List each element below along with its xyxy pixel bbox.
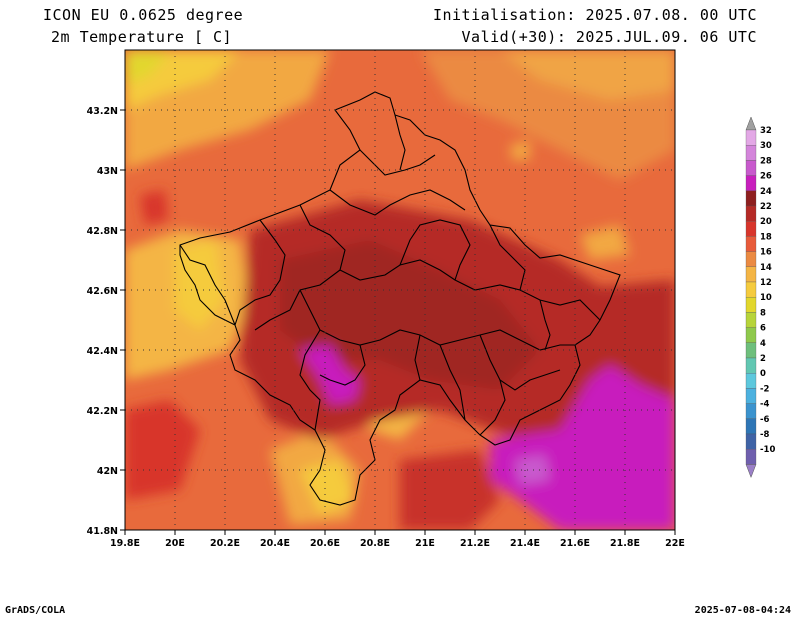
lon-tick-label: 19.8E bbox=[110, 538, 140, 549]
colorbar-label: 30 bbox=[760, 141, 772, 151]
colorbar-label: 20 bbox=[760, 217, 772, 227]
lon-tick-label: 21.8E bbox=[610, 538, 640, 549]
lat-tick-label: 43N bbox=[97, 166, 118, 177]
render-timestamp: 2025-07-08-04:24 bbox=[694, 605, 791, 616]
valid-time: Valid(+30): 2025.JUL.09. 06 UTC bbox=[461, 28, 757, 46]
colorbar-swatch bbox=[745, 221, 757, 237]
colorbar-label: 26 bbox=[760, 172, 772, 182]
colorbar-label: -8 bbox=[760, 430, 770, 440]
colorbar-label: 18 bbox=[760, 232, 772, 242]
init-time: Initialisation: 2025.07.08. 00 UTC bbox=[432, 6, 757, 24]
colorbar-swatch bbox=[745, 129, 757, 146]
colorbar-label: 14 bbox=[760, 263, 772, 273]
colorbar-swatch bbox=[745, 281, 757, 298]
colorbar-swatch bbox=[745, 403, 757, 419]
colorbar-swatch bbox=[745, 160, 757, 176]
lon-tick-label: 21.4E bbox=[510, 538, 540, 549]
colorbar-label: 8 bbox=[760, 308, 766, 318]
colorbar-label: 0 bbox=[760, 369, 766, 379]
colorbar-label: 24 bbox=[760, 187, 772, 197]
colorbar-swatch bbox=[745, 251, 757, 267]
lat-tick-label: 43.2N bbox=[87, 106, 118, 117]
colorbar-swatch bbox=[745, 175, 757, 191]
colorbar-swatch bbox=[745, 297, 757, 313]
lon-tick-label: 20.8E bbox=[360, 538, 390, 549]
temperature-field bbox=[125, 50, 675, 530]
lon-tick-label: 20E bbox=[165, 538, 185, 549]
colorbar-label: 28 bbox=[760, 156, 772, 166]
software-credit: GrADS/COLA bbox=[5, 605, 66, 616]
lon-tick-label: 21E bbox=[415, 538, 435, 549]
lat-tick-label: 42.6N bbox=[87, 286, 118, 297]
colorbar-label: 22 bbox=[760, 202, 772, 212]
colorbar-swatch bbox=[745, 266, 757, 283]
variable-title: 2m Temperature [ C] bbox=[51, 28, 233, 46]
colorbar-swatch bbox=[745, 342, 757, 359]
colorbar-label: -6 bbox=[760, 415, 770, 425]
lat-tick-label: 42N bbox=[97, 466, 118, 477]
lat-tick-marks bbox=[120, 109, 125, 531]
colorbar-label: 32 bbox=[760, 126, 772, 136]
colorbar-swatch bbox=[745, 327, 757, 343]
colorbar-label: 12 bbox=[760, 278, 772, 288]
colorbar-swatch bbox=[745, 205, 757, 222]
colorbar-swatch bbox=[745, 449, 757, 465]
colorbar-swatch bbox=[745, 236, 757, 252]
grid-lines bbox=[125, 50, 675, 530]
colorbar-label: -10 bbox=[760, 445, 775, 455]
colorbar-min-arrow bbox=[745, 464, 757, 479]
colorbar-swatch bbox=[745, 388, 757, 404]
lat-tick-label: 42.2N bbox=[87, 406, 118, 417]
colorbar-swatch bbox=[745, 357, 757, 374]
lon-tick-label: 21.6E bbox=[560, 538, 590, 549]
colorbar-label: 16 bbox=[760, 248, 772, 258]
colorbar-max-arrow bbox=[745, 116, 757, 131]
colorbar-swatch bbox=[745, 145, 757, 161]
lon-tick-label: 20.4E bbox=[260, 538, 290, 549]
colorbar-swatch bbox=[745, 433, 757, 450]
colorbar-swatch bbox=[745, 190, 757, 207]
lat-tick-label: 42.8N bbox=[87, 226, 118, 237]
colorbar-swatch bbox=[745, 373, 757, 389]
lon-tick-label: 21.2E bbox=[460, 538, 490, 549]
colorbar-label: -4 bbox=[760, 400, 770, 410]
lon-tick-label: 20.2E bbox=[210, 538, 240, 549]
lat-tick-label: 42.4N bbox=[87, 346, 118, 357]
colorbar-label: 4 bbox=[760, 339, 766, 349]
colorbar-label: 6 bbox=[760, 324, 766, 334]
colorbar-swatch bbox=[745, 312, 757, 328]
colorbar-label: -2 bbox=[760, 384, 770, 394]
lat-tick-label: 41.8N bbox=[87, 526, 118, 537]
lon-tick-label: 20.6E bbox=[310, 538, 340, 549]
lon-tick-marks bbox=[124, 530, 676, 535]
lon-tick-label: 22E bbox=[665, 538, 685, 549]
colorbar-label: 10 bbox=[760, 293, 772, 303]
colorbar-label: 2 bbox=[760, 354, 766, 364]
colorbar-swatch bbox=[745, 418, 757, 435]
model-title: ICON EU 0.0625 degree bbox=[43, 6, 244, 24]
